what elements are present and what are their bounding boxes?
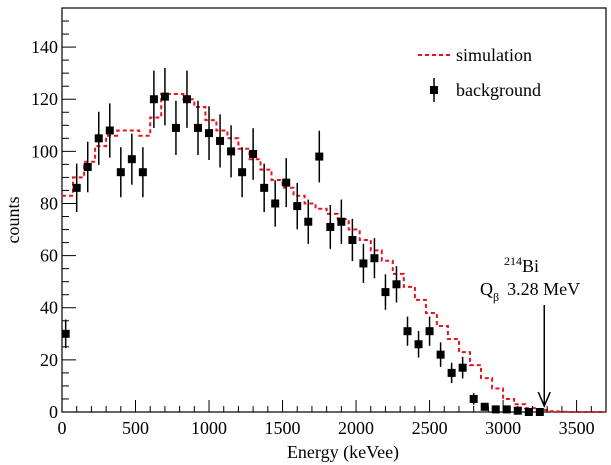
x-tick-label: 500 (122, 418, 149, 438)
annotation-isotope: 214Bi (504, 254, 539, 276)
legend-background-label: background (456, 80, 541, 100)
y-tick-label: 140 (31, 37, 58, 57)
q-value-arrow (537, 305, 551, 408)
data-point (83, 162, 92, 171)
data-point (469, 394, 478, 403)
x-tick-label: 0 (58, 418, 67, 438)
data-point (227, 147, 236, 156)
data-point (271, 199, 280, 208)
data-point (127, 155, 136, 164)
y-tick-label: 60 (40, 246, 58, 266)
y-tick-label: 120 (31, 89, 58, 109)
data-point (480, 402, 489, 411)
data-point (403, 327, 412, 336)
data-point (491, 405, 500, 414)
data-point (194, 123, 202, 132)
data-point (182, 95, 191, 104)
x-axis-label: Energy (keVee) (287, 442, 399, 463)
data-point (436, 350, 445, 359)
data-point (425, 327, 434, 336)
data-point (381, 288, 390, 297)
y-tick-label: 0 (49, 402, 58, 422)
annotation-q-value: Qβ 3.28 MeV (480, 279, 580, 304)
data-point (260, 183, 269, 192)
x-tick-label: 1000 (191, 418, 227, 438)
data-point (458, 363, 467, 372)
data-point (502, 405, 511, 414)
data-point (205, 129, 214, 138)
data-point (216, 136, 225, 145)
x-tick-label: 2000 (338, 418, 374, 438)
background-series (61, 67, 544, 416)
data-point (282, 178, 291, 187)
data-point (116, 168, 125, 177)
data-point (370, 254, 379, 263)
y-tick-label: 80 (40, 193, 58, 213)
data-point (315, 152, 324, 161)
x-tick-label: 1500 (265, 418, 301, 438)
data-point (348, 235, 357, 244)
data-point (414, 340, 423, 349)
simulation-series (62, 93, 606, 413)
data-point (149, 95, 158, 104)
data-point (304, 217, 313, 226)
data-point (72, 183, 81, 192)
data-point (171, 123, 180, 132)
plot-border (61, 7, 607, 413)
data-point (105, 126, 114, 135)
x-tick-label: 3500 (559, 418, 595, 438)
x-tick-label: 3000 (485, 418, 521, 438)
legend-background-marker (430, 86, 438, 94)
data-point (337, 217, 346, 226)
legend-simulation-label: simulation (456, 45, 532, 65)
data-point (524, 408, 533, 416)
bi214-q-value-annotation: 214Bi Qβ 3.28 MeV (480, 254, 580, 408)
data-point (94, 134, 103, 143)
legend: simulation background (418, 45, 541, 102)
arrow-head (537, 391, 551, 408)
y-tick-label: 20 (40, 350, 58, 370)
plot-frame (61, 7, 607, 413)
y-tick-label: 100 (31, 141, 58, 161)
data-point (293, 202, 302, 211)
data-point (249, 149, 258, 158)
data-point (160, 92, 169, 101)
x-axis: 0 500 1000 1500 2000 2500 3000 3500 (58, 400, 595, 438)
y-axis-label: counts (3, 197, 23, 244)
data-point (447, 368, 456, 377)
data-point (138, 168, 147, 177)
data-point (392, 280, 401, 289)
data-point (535, 408, 544, 416)
simulation-line (62, 93, 606, 413)
x-tick-label: 2500 (412, 418, 448, 438)
y-tick-label: 40 (40, 298, 58, 318)
y-axis: 0 20 40 60 80 100 120 140 (31, 20, 76, 422)
data-point (359, 259, 368, 268)
data-point (238, 168, 247, 177)
data-point (326, 222, 335, 231)
